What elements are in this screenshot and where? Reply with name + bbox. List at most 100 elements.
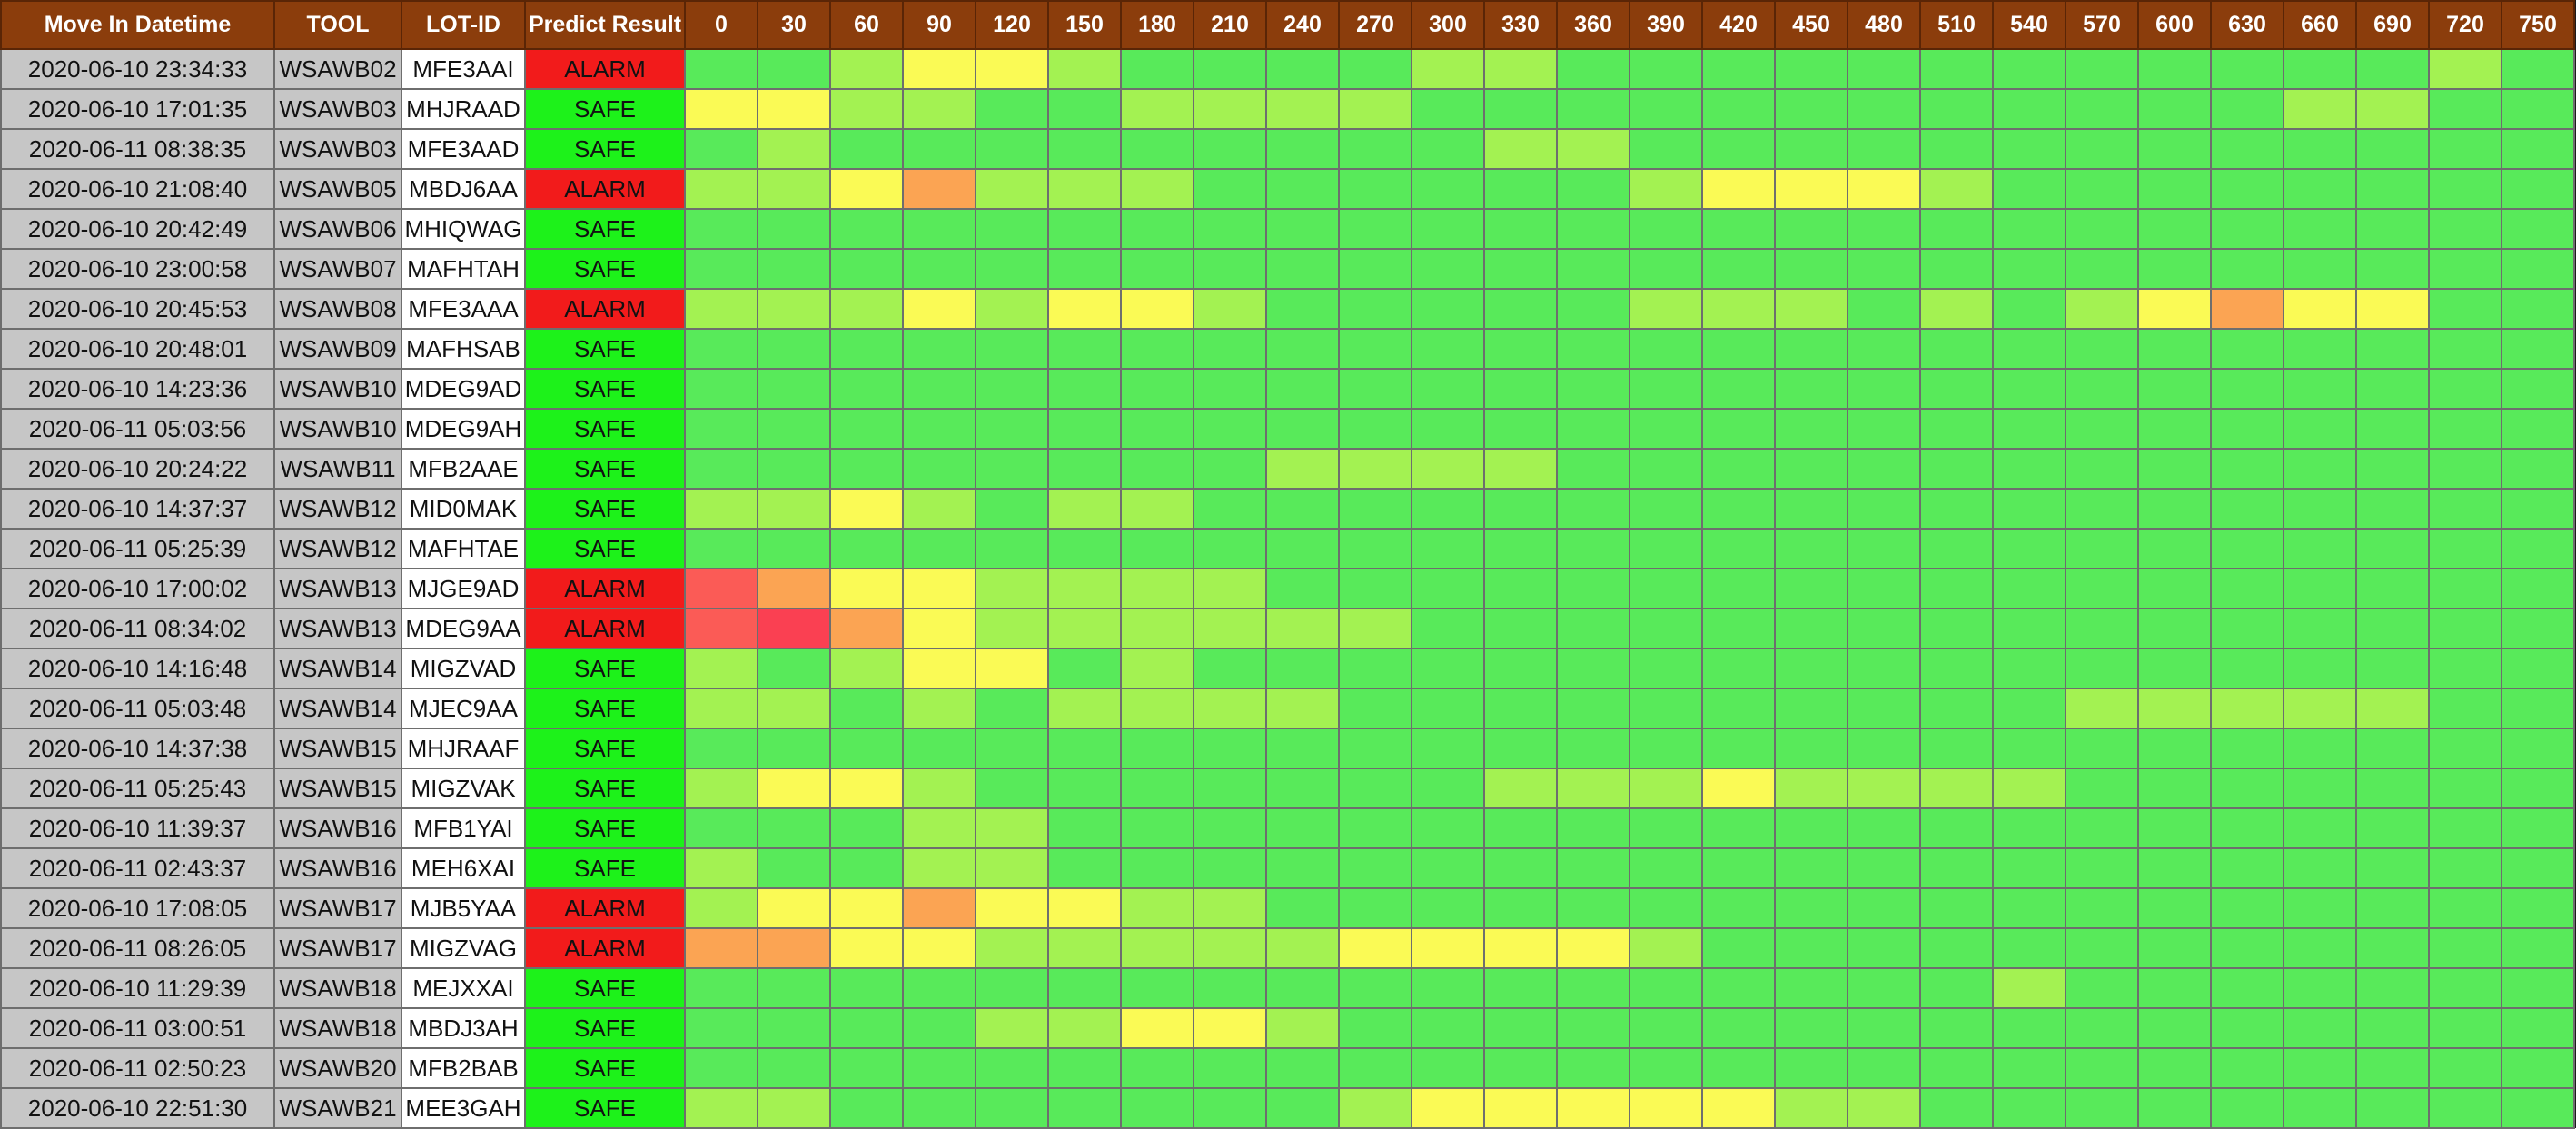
header-time-570[interactable]: 570	[2065, 0, 2139, 50]
heat-cell-90	[902, 688, 976, 729]
table-row[interactable]: 2020-06-11 05:03:56 WSAWB10 MDEG9AH SAFE	[0, 408, 2575, 450]
header-time-210[interactable]: 210	[1193, 0, 1267, 50]
header-time-420[interactable]: 420	[1701, 0, 1776, 50]
header-time-360[interactable]: 360	[1556, 0, 1630, 50]
predict-result-badge: SAFE	[524, 1007, 686, 1049]
header-time-720[interactable]: 720	[2428, 0, 2502, 50]
heat-cell-570	[2065, 488, 2139, 530]
header-time-270[interactable]: 270	[1338, 0, 1412, 50]
heat-cell-180	[1120, 248, 1194, 290]
table-row[interactable]: 2020-06-10 17:01:35 WSAWB03 MHJRAAD SAFE	[0, 88, 2575, 130]
tool-cell: WSAWB03	[273, 88, 402, 130]
table-row[interactable]: 2020-06-11 05:25:39 WSAWB12 MAFHTAE SAFE	[0, 528, 2575, 569]
table-row[interactable]: 2020-06-10 14:16:48 WSAWB14 MIGZVAD SAFE	[0, 648, 2575, 689]
table-row[interactable]: 2020-06-10 20:24:22 WSAWB11 MFB2AAE SAFE	[0, 448, 2575, 490]
header-tool[interactable]: TOOL	[273, 0, 402, 50]
heat-cell-120	[975, 288, 1049, 330]
heat-cell-600	[2137, 48, 2212, 90]
header-time-150[interactable]: 150	[1047, 0, 1122, 50]
heat-cell-540	[1992, 128, 2066, 170]
table-row[interactable]: 2020-06-11 05:25:43 WSAWB15 MIGZVAK SAFE	[0, 768, 2575, 809]
header-time-510[interactable]: 510	[1919, 0, 1994, 50]
heat-cell-150	[1047, 768, 1122, 809]
heat-cell-270	[1338, 368, 1412, 410]
header-time-660[interactable]: 660	[2283, 0, 2357, 50]
heat-cell-510	[1919, 728, 1994, 769]
heat-cell-360	[1556, 967, 1630, 1009]
heat-cell-0	[684, 608, 758, 649]
table-row[interactable]: 2020-06-11 08:26:05 WSAWB17 MIGZVAG ALARM	[0, 927, 2575, 969]
header-predict-result[interactable]: Predict Result	[524, 0, 686, 50]
table-row[interactable]: 2020-06-11 08:34:02 WSAWB13 MDEG9AA ALARM	[0, 608, 2575, 649]
table-row[interactable]: 2020-06-10 17:00:02 WSAWB13 MJGE9AD ALARM	[0, 568, 2575, 609]
header-time-90[interactable]: 90	[902, 0, 976, 50]
heat-cell-270	[1338, 728, 1412, 769]
table-row[interactable]: 2020-06-10 20:48:01 WSAWB09 MAFHSAB SAFE	[0, 328, 2575, 370]
heat-cell-210	[1193, 847, 1267, 889]
heat-cell-270	[1338, 648, 1412, 689]
header-time-750[interactable]: 750	[2501, 0, 2575, 50]
heat-cell-750	[2501, 967, 2575, 1009]
table-row[interactable]: 2020-06-10 14:37:38 WSAWB15 MHJRAAF SAFE	[0, 728, 2575, 769]
heat-cell-0	[684, 927, 758, 969]
header-move-in-datetime[interactable]: Move In Datetime	[0, 0, 275, 50]
table-row[interactable]: 2020-06-10 20:45:53 WSAWB08 MFE3AAA ALARM	[0, 288, 2575, 330]
heat-cell-570	[2065, 88, 2139, 130]
table-row[interactable]: 2020-06-10 22:51:30 WSAWB21 MEE3GAH SAFE	[0, 1087, 2575, 1129]
table-row[interactable]: 2020-06-11 02:50:23 WSAWB20 MFB2BAB SAFE	[0, 1047, 2575, 1089]
heat-cell-510	[1919, 967, 1994, 1009]
table-row[interactable]: 2020-06-11 05:03:48 WSAWB14 MJEC9AA SAFE	[0, 688, 2575, 729]
table-row[interactable]: 2020-06-10 20:42:49 WSAWB06 MHIQWAG SAFE	[0, 208, 2575, 250]
header-time-240[interactable]: 240	[1265, 0, 1340, 50]
table-row[interactable]: 2020-06-10 11:29:39 WSAWB18 MEJXXAI SAFE	[0, 967, 2575, 1009]
header-lot-id[interactable]: LOT-ID	[401, 0, 526, 50]
lot-id-cell: MFB2BAB	[401, 1047, 526, 1089]
table-row[interactable]: 2020-06-10 21:08:40 WSAWB05 MBDJ6AA ALARM	[0, 168, 2575, 210]
table-row[interactable]: 2020-06-10 17:08:05 WSAWB17 MJB5YAA ALARM	[0, 887, 2575, 929]
move-in-datetime-cell: 2020-06-10 20:42:49	[0, 208, 275, 250]
heat-cell-390	[1629, 887, 1703, 929]
table-row[interactable]: 2020-06-11 03:00:51 WSAWB18 MBDJ3AH SAFE	[0, 1007, 2575, 1049]
heat-cell-0	[684, 488, 758, 530]
header-time-300[interactable]: 300	[1411, 0, 1485, 50]
lot-id-cell: MIGZVAK	[401, 768, 526, 809]
heat-cell-660	[2283, 847, 2357, 889]
heat-cell-570	[2065, 807, 2139, 849]
heat-cell-390	[1629, 728, 1703, 769]
lot-id-cell: MFE3AAI	[401, 48, 526, 90]
heat-cell-540	[1992, 847, 2066, 889]
header-time-630[interactable]: 630	[2210, 0, 2284, 50]
header-time-540[interactable]: 540	[1992, 0, 2066, 50]
table-row[interactable]: 2020-06-11 08:38:35 WSAWB03 MFE3AAD SAFE	[0, 128, 2575, 170]
header-time-330[interactable]: 330	[1483, 0, 1558, 50]
header-time-690[interactable]: 690	[2355, 0, 2430, 50]
header-time-60[interactable]: 60	[829, 0, 904, 50]
heat-cell-420	[1701, 48, 1776, 90]
heat-cell-540	[1992, 168, 2066, 210]
heat-cell-420	[1701, 288, 1776, 330]
table-row[interactable]: 2020-06-10 11:39:37 WSAWB16 MFB1YAI SAFE	[0, 807, 2575, 849]
table-row[interactable]: 2020-06-10 23:34:33 WSAWB02 MFE3AAI ALARM	[0, 48, 2575, 90]
heat-cell-450	[1774, 488, 1848, 530]
header-time-450[interactable]: 450	[1774, 0, 1848, 50]
heat-cell-690	[2355, 648, 2430, 689]
heat-cell-270	[1338, 208, 1412, 250]
heat-cell-60	[829, 688, 904, 729]
heat-cell-750	[2501, 887, 2575, 929]
table-row[interactable]: 2020-06-10 14:23:36 WSAWB10 MDEG9AD SAFE	[0, 368, 2575, 410]
heat-cell-630	[2210, 887, 2284, 929]
header-time-180[interactable]: 180	[1120, 0, 1194, 50]
table-row[interactable]: 2020-06-11 02:43:37 WSAWB16 MEH6XAI SAFE	[0, 847, 2575, 889]
heat-cell-720	[2428, 768, 2502, 809]
header-time-390[interactable]: 390	[1629, 0, 1703, 50]
header-time-120[interactable]: 120	[975, 0, 1049, 50]
table-row[interactable]: 2020-06-10 14:37:37 WSAWB12 MID0MAK SAFE	[0, 488, 2575, 530]
header-time-30[interactable]: 30	[757, 0, 831, 50]
move-in-datetime-cell: 2020-06-10 17:08:05	[0, 887, 275, 929]
heat-cell-300	[1411, 1087, 1485, 1129]
heat-cell-0	[684, 168, 758, 210]
table-row[interactable]: 2020-06-10 23:00:58 WSAWB07 MAFHTAH SAFE	[0, 248, 2575, 290]
header-time-480[interactable]: 480	[1847, 0, 1921, 50]
header-time-600[interactable]: 600	[2137, 0, 2212, 50]
header-time-0[interactable]: 0	[684, 0, 758, 50]
